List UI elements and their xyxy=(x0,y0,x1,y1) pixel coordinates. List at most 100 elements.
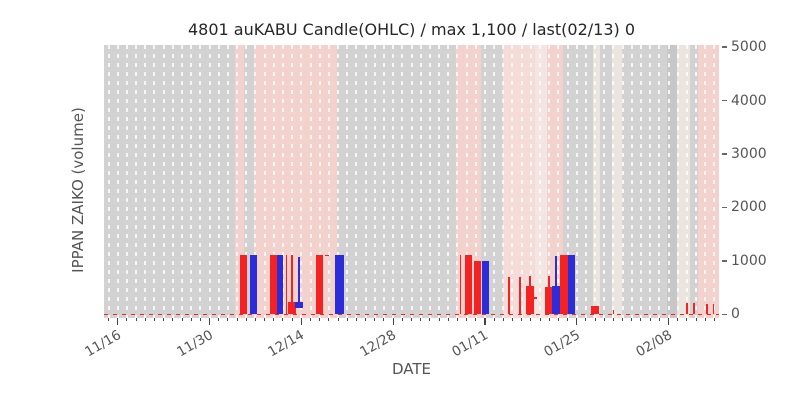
gridline xyxy=(483,45,486,318)
x-major-tick xyxy=(300,318,302,325)
x-minor-tick xyxy=(420,318,422,322)
gridline xyxy=(695,45,698,318)
gridline xyxy=(539,45,541,318)
gridline xyxy=(428,45,431,318)
candle-body xyxy=(481,261,490,315)
gridline xyxy=(162,45,165,318)
gridline xyxy=(557,45,560,318)
gridline xyxy=(300,45,303,318)
x-minor-tick xyxy=(227,318,229,322)
background-band xyxy=(611,45,622,318)
gridline xyxy=(584,45,587,318)
gridline xyxy=(612,45,615,318)
gridline xyxy=(603,45,606,318)
x-minor-tick xyxy=(245,318,247,322)
y-tick-label: 0 xyxy=(731,306,740,323)
y-tick xyxy=(722,99,727,102)
x-minor-tick xyxy=(135,318,137,322)
candle-wick xyxy=(706,304,708,315)
close-dash-segment xyxy=(324,254,334,257)
x-tick-label: 02/08 xyxy=(632,327,675,361)
x-minor-tick xyxy=(640,318,642,322)
candle-body xyxy=(591,306,599,315)
x-axis-label: DATE xyxy=(391,360,432,378)
gridline xyxy=(639,45,642,318)
x-minor-tick xyxy=(355,318,357,322)
gridline xyxy=(208,45,211,318)
x-minor-tick xyxy=(401,318,403,322)
background-band xyxy=(234,45,244,318)
gridline xyxy=(685,45,688,318)
gridline xyxy=(226,45,229,318)
candle-body xyxy=(526,286,534,315)
gridline xyxy=(474,45,477,318)
candle-body xyxy=(277,255,284,315)
x-minor-tick xyxy=(466,318,468,322)
gridline xyxy=(373,45,376,318)
gridline xyxy=(125,45,128,318)
gridline xyxy=(594,45,597,318)
background-band xyxy=(676,45,690,318)
candle-wick xyxy=(519,276,521,315)
candle-body xyxy=(288,302,296,315)
x-major-tick xyxy=(392,318,394,325)
candle-body xyxy=(473,260,482,315)
y-tick xyxy=(722,313,727,315)
gridline xyxy=(107,45,110,318)
gridline xyxy=(438,45,441,318)
x-minor-tick xyxy=(374,318,376,322)
x-minor-tick xyxy=(218,318,220,322)
y-tick xyxy=(722,206,727,209)
gridline xyxy=(667,45,670,318)
x-minor-tick xyxy=(713,318,715,322)
x-tick-label: 11/30 xyxy=(173,327,216,361)
y-tick xyxy=(722,260,727,262)
candle-wick xyxy=(285,255,288,315)
gridline xyxy=(502,45,505,318)
gridline xyxy=(135,45,138,318)
gridline xyxy=(346,45,349,318)
x-major-tick xyxy=(484,318,486,325)
gridline xyxy=(291,45,294,318)
x-minor-tick xyxy=(475,318,477,322)
y-tick xyxy=(722,153,727,155)
x-minor-tick xyxy=(530,318,532,322)
gridline xyxy=(676,45,679,318)
x-minor-tick xyxy=(365,318,367,322)
gridline xyxy=(465,45,468,318)
candle-wick xyxy=(555,256,557,287)
x-minor-tick xyxy=(310,318,312,322)
x-tick-label: 01/25 xyxy=(541,327,583,361)
x-minor-tick xyxy=(411,318,412,322)
x-minor-tick xyxy=(264,318,266,322)
zero-dash-line xyxy=(104,313,719,315)
x-minor-tick xyxy=(677,318,679,322)
candle-wick xyxy=(686,302,688,315)
x-tick-label: 11/16 xyxy=(82,327,124,361)
x-minor-tick xyxy=(567,318,569,322)
gridline xyxy=(116,45,119,318)
x-minor-tick xyxy=(447,318,449,322)
x-minor-tick xyxy=(594,318,596,322)
gridline xyxy=(511,45,514,318)
x-minor-tick xyxy=(181,318,183,322)
gridline xyxy=(529,45,532,318)
gridline xyxy=(392,45,395,318)
x-major-tick xyxy=(667,318,670,325)
gridline xyxy=(520,45,523,318)
gridline xyxy=(364,45,367,318)
candle-body xyxy=(545,287,553,315)
candle-body xyxy=(249,255,258,315)
candle-wick xyxy=(291,255,293,315)
x-minor-tick xyxy=(456,318,458,322)
x-minor-tick xyxy=(585,318,587,322)
x-major-tick xyxy=(208,318,211,325)
candle-body xyxy=(335,255,345,315)
x-minor-tick xyxy=(273,318,275,322)
plot-area xyxy=(104,45,719,318)
gridline xyxy=(337,45,340,318)
gridline xyxy=(245,45,248,318)
gridline xyxy=(447,45,450,318)
background-band xyxy=(592,45,600,318)
gridline xyxy=(630,45,633,318)
